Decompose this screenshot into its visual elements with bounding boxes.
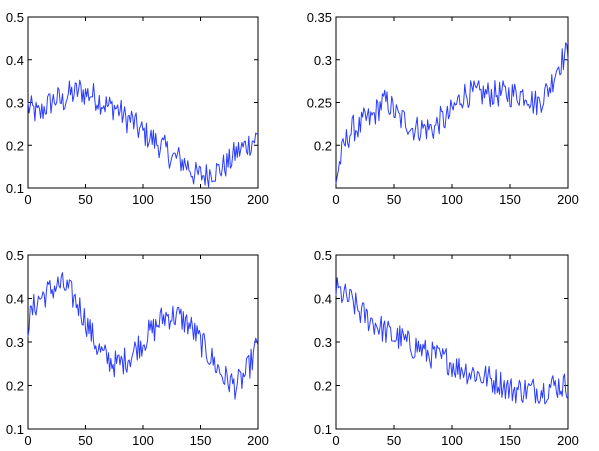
subplot-2: 0 50 100 150 200 0.2 0.25 0.3 0.35 — [307, 10, 579, 207]
x-tick-label: 100 — [441, 192, 463, 207]
x-tick-label: 150 — [499, 192, 521, 207]
y-tick-label: 0.25 — [307, 96, 332, 111]
subplot-4: 0 50 100 150 200 0.1 0.2 0.3 0.4 0.5 — [314, 248, 579, 448]
x-tick-label: 0 — [24, 433, 31, 448]
axes-frame — [27, 16, 259, 189]
x-tick-label: 200 — [247, 192, 269, 207]
y-tick-label: 0.2 — [6, 379, 24, 394]
y-tick-label: 0.35 — [307, 10, 332, 25]
y-tick-label: 0.3 — [6, 335, 24, 350]
y-tick-label: 0.1 — [6, 181, 24, 196]
x-tick-label: 150 — [499, 433, 521, 448]
y-tick-label: 0.5 — [6, 10, 24, 25]
y-tick-label: 0.1 — [314, 422, 332, 437]
x-tick-label: 200 — [557, 192, 579, 207]
y-tick-label: 0.2 — [314, 379, 332, 394]
x-tick-label: 150 — [190, 433, 212, 448]
y-tick-label: 0.4 — [6, 292, 24, 307]
x-tick-label: 100 — [441, 433, 463, 448]
x-tick-label: 50 — [387, 192, 401, 207]
y-tick-label: 0.1 — [6, 422, 24, 437]
y-tick-label: 0.5 — [6, 248, 24, 263]
y-tick-label: 0.2 — [314, 138, 332, 153]
x-tick-label: 200 — [557, 433, 579, 448]
y-tick-label: 0.2 — [6, 138, 24, 153]
x-tick-label: 0 — [332, 192, 339, 207]
axes-frame — [335, 254, 569, 430]
y-tick-label: 0.4 — [6, 53, 24, 68]
x-tick-label: 50 — [78, 192, 92, 207]
x-tick-label: 0 — [24, 192, 31, 207]
x-tick-label: 100 — [132, 433, 154, 448]
x-tick-label: 0 — [332, 433, 339, 448]
y-tick-label: 0.3 — [314, 335, 332, 350]
y-tick-label: 0.5 — [314, 248, 332, 263]
x-tick-label: 50 — [78, 433, 92, 448]
y-tick-label: 0.4 — [314, 292, 332, 307]
series-line-2-1 — [335, 42, 569, 184]
subplot-1: 0 50 100 150 200 0.1 0.2 0.3 0.4 0.5 — [6, 10, 269, 207]
subplot-3: 0 50 100 150 200 0.1 0.2 0.3 0.4 0.5 — [6, 248, 269, 448]
series-line-3-1 — [27, 272, 259, 400]
x-tick-label: 100 — [132, 192, 154, 207]
x-tick-label: 200 — [247, 433, 269, 448]
y-tick-label: 0.3 — [6, 96, 24, 111]
axes-frame — [27, 254, 259, 430]
x-tick-label: 50 — [387, 433, 401, 448]
axes-frame — [335, 16, 569, 189]
series-line-4-1 — [335, 277, 569, 405]
series-line-1-1 — [27, 79, 259, 188]
x-tick-label: 150 — [190, 192, 212, 207]
y-tick-label: 0.3 — [314, 53, 332, 68]
